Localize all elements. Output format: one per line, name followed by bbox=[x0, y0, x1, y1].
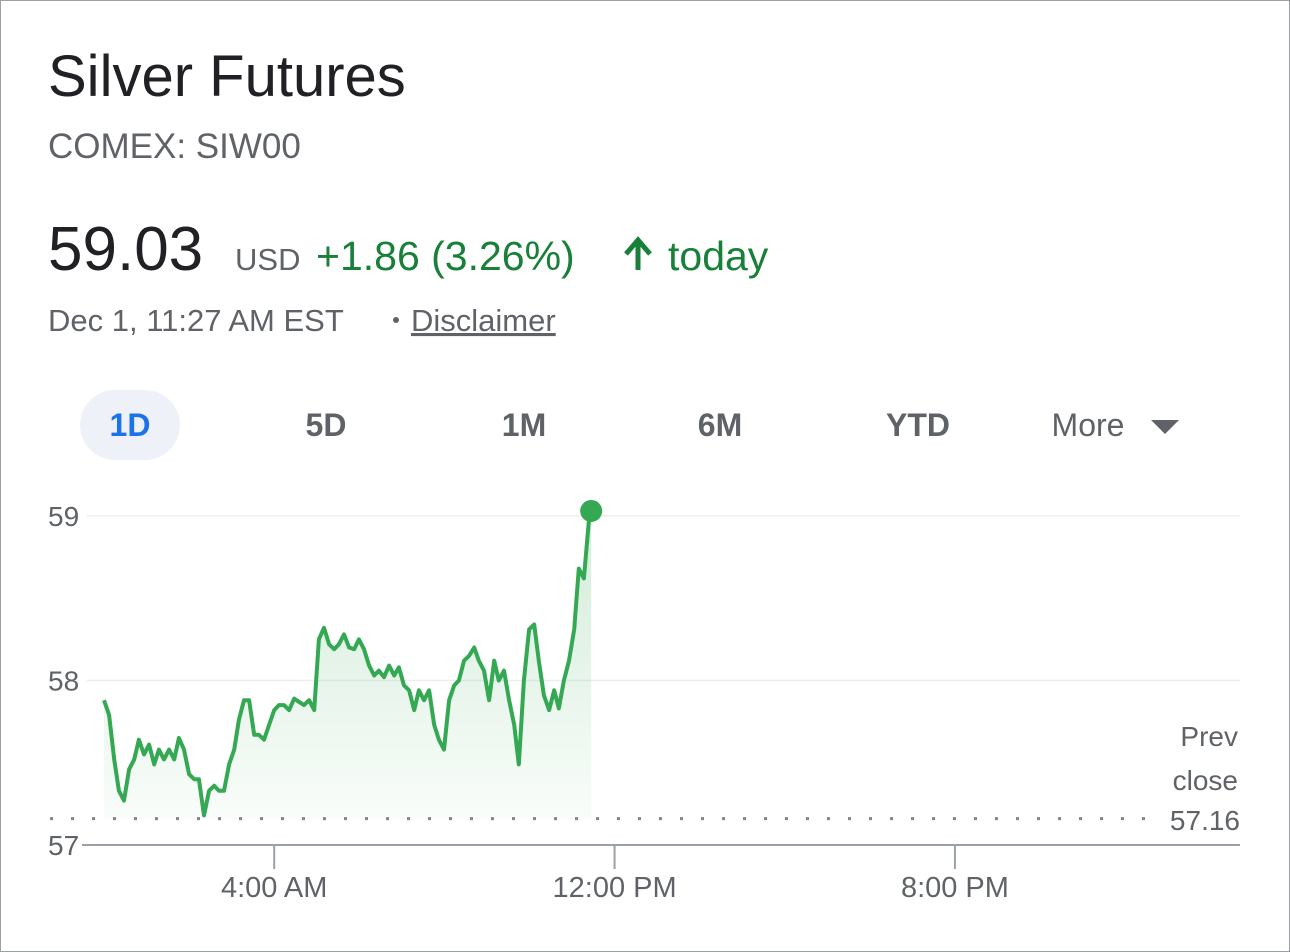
x-tick-label: 8:00 PM bbox=[901, 872, 1009, 904]
change: +1.86 (3.26%) bbox=[316, 233, 575, 279]
y-tick-label: 58 bbox=[48, 665, 79, 696]
separator-dot bbox=[393, 317, 399, 323]
y-tick-label: 57 bbox=[48, 830, 79, 861]
tab[interactable]: 6M bbox=[698, 407, 742, 443]
x-tick-label: 4:00 AM bbox=[221, 872, 327, 904]
price-line bbox=[102, 510, 594, 818]
title: Silver Futures bbox=[48, 44, 406, 109]
tab[interactable]: 1D bbox=[110, 407, 151, 443]
subtitle: COMEX: SIW00 bbox=[48, 127, 301, 166]
timestamp: Dec 1, 11:27 AM EST bbox=[48, 303, 344, 338]
tab[interactable]: More bbox=[1052, 407, 1125, 443]
more-caret bbox=[1151, 420, 1179, 434]
period: today bbox=[668, 233, 769, 279]
up-arrow bbox=[624, 236, 652, 270]
tab[interactable]: YTD bbox=[886, 407, 950, 443]
currency: USD bbox=[235, 242, 300, 277]
tab[interactable]: 5D bbox=[306, 407, 347, 443]
last-point bbox=[580, 499, 603, 522]
disclaimer-link[interactable]: Disclaimer bbox=[411, 303, 556, 338]
tab-selected-bg bbox=[80, 390, 180, 460]
price: 59.03 bbox=[48, 215, 203, 284]
tab[interactable]: 1M bbox=[502, 407, 546, 443]
prev-close-label: Prev close bbox=[1172, 721, 1238, 796]
price-area bbox=[104, 511, 592, 819]
prev-close-value: 57.16 bbox=[1169, 805, 1240, 836]
x-tick-label: 12:00 PM bbox=[553, 872, 677, 904]
y-tick-label: 59 bbox=[48, 501, 79, 532]
